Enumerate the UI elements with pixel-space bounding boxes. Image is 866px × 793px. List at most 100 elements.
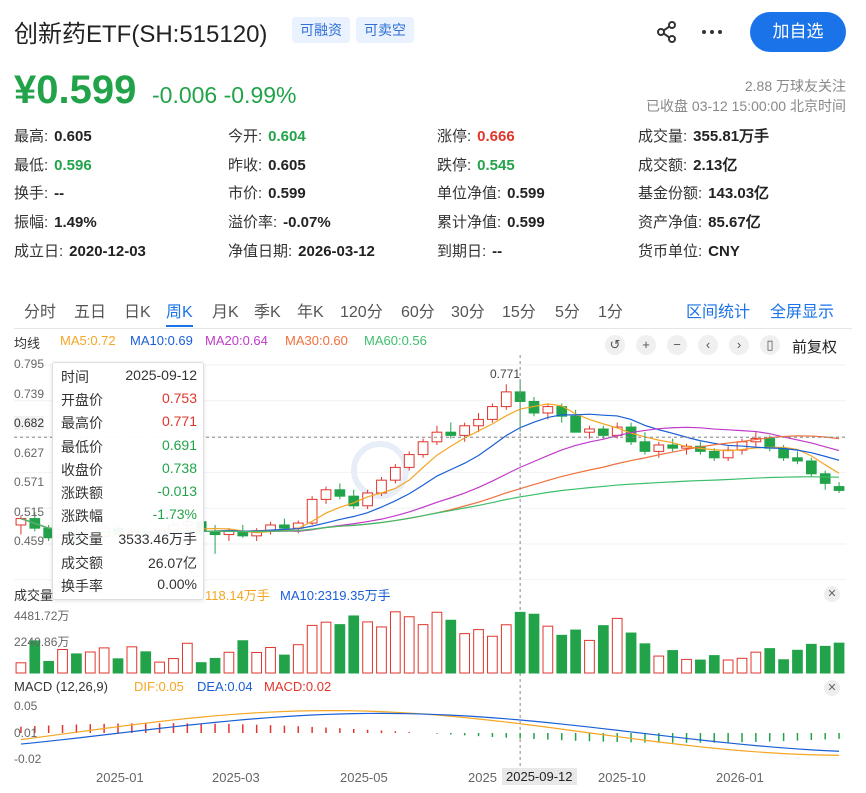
prev-icon[interactable]: ‹: [698, 335, 718, 355]
stat-item: 最低: 0.596: [14, 154, 92, 175]
stat-label: 昨收:: [228, 156, 263, 174]
volume-bar: [237, 640, 249, 674]
candle-body: [542, 406, 554, 414]
more-icon[interactable]: [700, 20, 724, 44]
tab-period[interactable]: 分时: [24, 304, 57, 321]
tab-period[interactable]: 季K: [254, 304, 281, 321]
stat-value: 0.599: [507, 185, 545, 203]
volume-bar: [736, 657, 748, 674]
tab-period[interactable]: 五日: [74, 304, 107, 321]
volume-bar: [805, 643, 817, 674]
tab-period[interactable]: 120分: [340, 304, 383, 321]
price-axis-label: 0.682: [14, 416, 45, 430]
stat-item: 单位净值: 0.599: [437, 182, 545, 203]
stat-value: 0.666: [477, 128, 515, 145]
tooltip-value: 2025-09-12: [125, 367, 197, 383]
tab-period[interactable]: 周K: [166, 298, 193, 327]
next-icon[interactable]: ›: [729, 335, 749, 355]
candle-body: [320, 489, 332, 500]
tooltip-value: 0.691: [161, 436, 197, 453]
tooltip-value: 0.753: [161, 390, 197, 407]
tab-period[interactable]: 年K: [297, 304, 324, 321]
volume-bar: [625, 632, 637, 674]
tooltip-row: 涨跌额 -0.013: [61, 483, 197, 506]
volume-bar: [487, 635, 498, 674]
short-tag[interactable]: 可卖空: [356, 17, 414, 43]
kline-chart[interactable]: [0, 355, 866, 770]
stat-value: 143.03亿: [708, 185, 770, 203]
adjust-mode[interactable]: 前复权: [792, 339, 838, 356]
share-icon[interactable]: [655, 20, 679, 44]
volume-bar: [279, 654, 290, 674]
tab-period[interactable]: 5分: [555, 304, 580, 321]
tab-period[interactable]: 30分: [451, 304, 485, 321]
tooltip-key: 换手率: [61, 577, 103, 594]
stat-item: 昨收: 0.605: [228, 154, 306, 175]
stat-label: 资产净值:: [638, 214, 703, 232]
candle-body: [306, 498, 318, 524]
stat-value: CNY: [708, 242, 740, 260]
x-label: 2025-03: [212, 770, 260, 785]
stat-item: 换手: --: [14, 182, 64, 203]
margin-tag[interactable]: 可融资: [292, 17, 350, 43]
current-price: ¥0.599: [14, 68, 137, 112]
price-axis-label: 0.627: [14, 445, 45, 460]
tab-period[interactable]: 月K: [212, 304, 239, 321]
add-watchlist-button[interactable]: 加自选: [750, 12, 846, 52]
stat-value: 0.605: [54, 128, 92, 145]
volume-label: 成交量: [14, 588, 54, 603]
stat-label: 净值日期:: [228, 242, 293, 260]
stat-item: 货币单位: CNY: [638, 240, 740, 261]
stat-value: 0.599: [507, 214, 545, 232]
volume-bar: [459, 633, 471, 674]
volume-bar: [15, 662, 27, 674]
tooltip-value: 0.00%: [157, 575, 197, 592]
candle-body: [778, 447, 789, 459]
tab-period[interactable]: 1分: [598, 304, 623, 321]
stat-item: 资产净值: 85.67亿: [638, 211, 761, 232]
volume-bar: [792, 649, 803, 674]
candle-type-icon[interactable]: ▯: [760, 335, 780, 355]
stat-label: 跌停:: [437, 156, 472, 174]
volume-bar: [653, 655, 665, 674]
volume-bar: [98, 647, 110, 674]
macd-axis-top: 0.05: [14, 699, 38, 713]
candle-body: [362, 492, 373, 507]
volume-bar: [112, 658, 124, 674]
volume-bar: [195, 662, 207, 674]
volume-bar: [708, 655, 720, 674]
close-volume-icon[interactable]: ✕: [824, 586, 840, 602]
reset-icon[interactable]: ↺: [605, 335, 625, 355]
stat-item: 累计净值: 0.599: [437, 211, 545, 232]
stat-value: 0.545: [477, 156, 515, 174]
market-status: 已收盘 03-12 15:00:00 北京时间: [646, 98, 846, 114]
candle-body: [584, 428, 595, 433]
tab-divider: [14, 328, 852, 329]
stat-value: 0.604: [268, 128, 306, 145]
ma-legend-label: 均线: [14, 336, 41, 351]
stat-item: 今开: 0.604: [228, 125, 306, 146]
tab-period[interactable]: 60分: [401, 304, 435, 321]
tooltip-row: 最高价 0.771: [61, 413, 197, 436]
tab-period[interactable]: 日K: [124, 304, 151, 321]
ma20-legend: MA20:0.64: [205, 333, 268, 348]
candle-body: [708, 450, 720, 459]
close-macd-icon[interactable]: ✕: [824, 680, 840, 696]
stat-value: 355.81万手: [693, 128, 770, 145]
stat-label: 累计净值:: [437, 214, 502, 232]
stat-label: 基金份额:: [638, 185, 703, 203]
candle-body: [459, 425, 471, 436]
candle-body: [792, 457, 803, 462]
fullscreen-tab[interactable]: 全屏显示: [770, 304, 835, 321]
peak-price-label: 0.771: [490, 367, 521, 381]
tab-period[interactable]: 15分: [502, 304, 536, 321]
stat-value: --: [54, 185, 65, 203]
zoom-out-icon[interactable]: −: [667, 335, 687, 355]
zoom-in-icon[interactable]: +: [636, 335, 656, 355]
price-change: -0.006 -0.99%: [152, 82, 296, 109]
volume-bar: [168, 658, 179, 674]
volume-bar: [500, 624, 512, 674]
candle-body: [389, 466, 401, 481]
range-stats-tab[interactable]: 区间统计: [686, 304, 751, 321]
candle-body: [334, 489, 346, 497]
